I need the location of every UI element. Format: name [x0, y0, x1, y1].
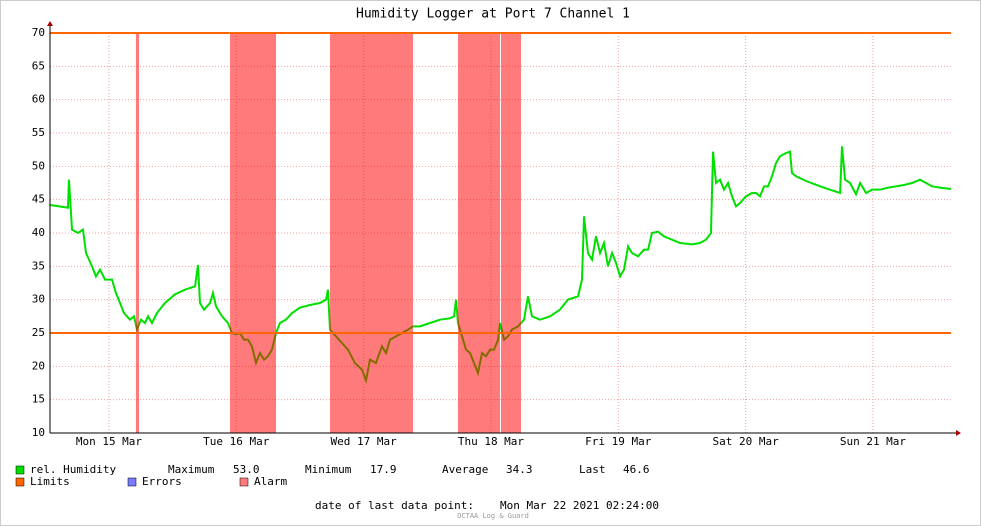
- x-tick-label: Wed 17 Mar: [331, 435, 398, 448]
- y-tick-label: 50: [32, 159, 45, 172]
- stat-value: 53.0: [233, 463, 260, 476]
- x-tick-label: Sun 21 Mar: [840, 435, 907, 448]
- legend: rel. Humidity Maximum 53.0 Minimum 17.9 Avera…: [15, 463, 650, 488]
- chart-title: Humidity Logger at Port 7 Channel 1: [356, 7, 630, 22]
- y-tick-label: 30: [32, 293, 45, 306]
- legend-swatch: [127, 477, 137, 487]
- y-tick-label: 15: [32, 393, 45, 406]
- legend-label: rel. Humidity: [30, 463, 116, 476]
- axes: [47, 21, 961, 436]
- x-tick-label: Thu 18 Mar: [458, 435, 525, 448]
- legend-swatch: [15, 477, 25, 487]
- alarm-band: [230, 33, 277, 433]
- x-tick-label: Sat 20 Mar: [712, 435, 779, 448]
- y-tick-label: 10: [32, 426, 45, 439]
- legend-label: Errors: [142, 475, 182, 488]
- y-tick-label: 40: [32, 226, 45, 239]
- stat-name: Average: [442, 463, 488, 476]
- x-tick-label: Tue 16 Mar: [203, 435, 270, 448]
- y-tick-label: 25: [32, 326, 45, 339]
- y-tick-label: 60: [32, 93, 45, 106]
- stat-value: 17.9: [370, 463, 397, 476]
- alarm-band: [457, 33, 500, 433]
- stat-name: Last: [579, 463, 606, 476]
- footer-date: Mon Mar 22 2021 02:24:00: [500, 499, 659, 512]
- x-tick-label: Fri 19 Mar: [585, 435, 652, 448]
- alarm-band: [330, 33, 414, 433]
- x-arrow: [956, 430, 961, 436]
- stat-value: 34.3: [506, 463, 533, 476]
- legend-label: Alarm: [254, 475, 287, 488]
- stat-value: 46.6: [623, 463, 650, 476]
- y-tick-label: 65: [32, 59, 45, 72]
- legend-swatch: [15, 465, 25, 475]
- y-tick-label: 20: [32, 359, 45, 372]
- plot: [49, 32, 952, 433]
- stat-name: Maximum: [168, 463, 215, 476]
- y-tick-label: 55: [32, 126, 45, 139]
- stat-name: Minimum: [305, 463, 352, 476]
- y-tick-label: 45: [32, 193, 45, 206]
- alarm-band: [501, 33, 522, 433]
- legend-label: Limits: [30, 475, 70, 488]
- legend-swatch: [239, 477, 249, 487]
- x-tick-label: Mon 15 Mar: [76, 435, 143, 448]
- y-tick-label: 35: [32, 259, 45, 272]
- y-arrow: [47, 21, 53, 26]
- watermark: OCTAA Log & Guard: [457, 512, 529, 520]
- alarm-band: [135, 33, 140, 433]
- y-tick-label: 70: [32, 26, 45, 39]
- footer-label: date of last data point:: [315, 499, 474, 512]
